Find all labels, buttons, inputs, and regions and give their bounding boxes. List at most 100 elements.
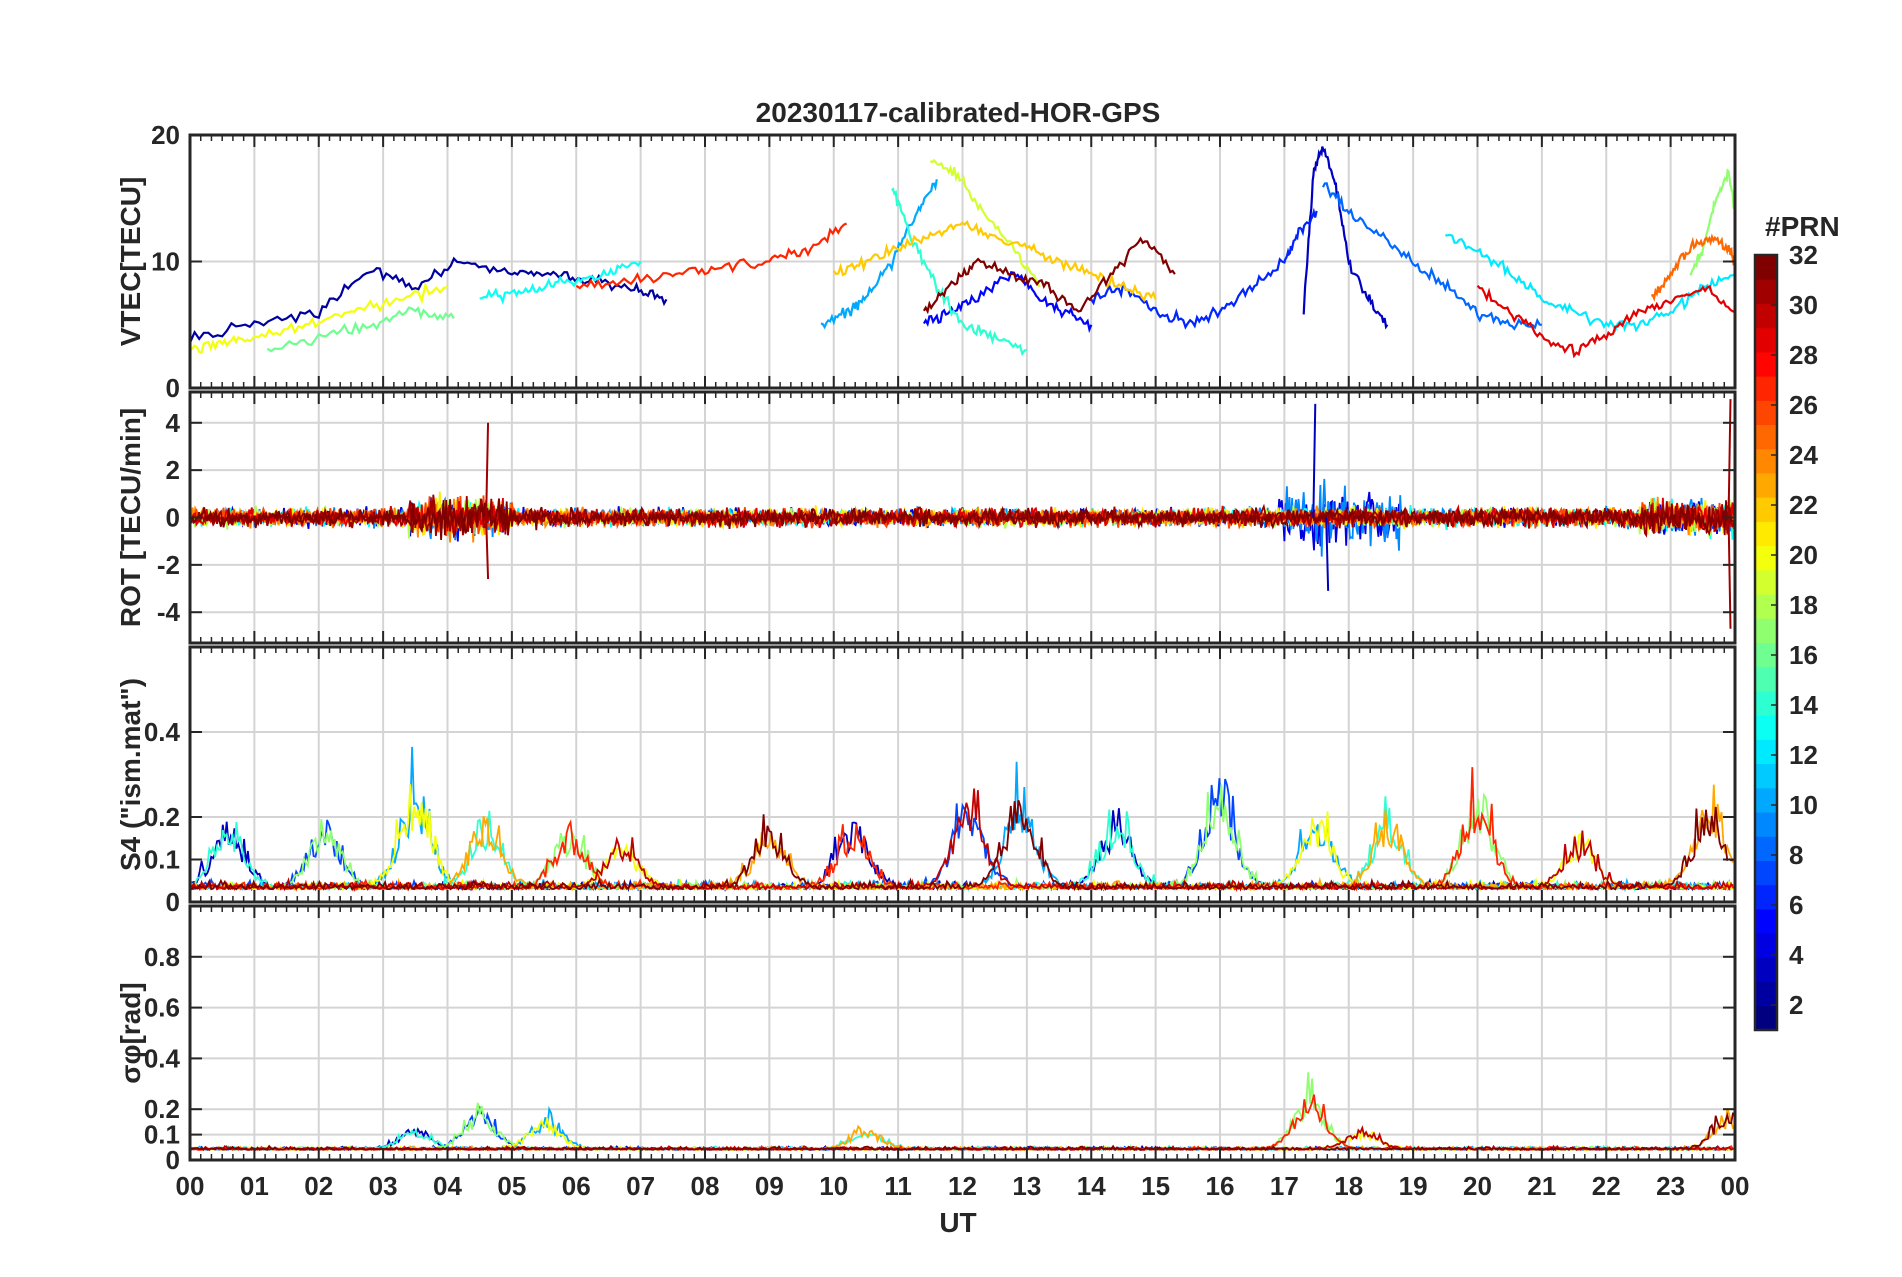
- vtec-series-prn-13: [479, 260, 642, 305]
- x-tick-label: 18: [1334, 1171, 1363, 1201]
- colorbar-tick-label: 12: [1789, 740, 1818, 770]
- colorbar-segment: [1755, 690, 1777, 716]
- vtec-series-prn-14: [891, 187, 1028, 357]
- colorbar-segment: [1755, 860, 1777, 886]
- x-tick-label: 04: [433, 1171, 462, 1201]
- colorbar-tick-label: 4: [1789, 940, 1804, 970]
- vtec-series-prn-29: [1476, 284, 1735, 359]
- colorbar-tick-label: 32: [1789, 240, 1818, 270]
- colorbar-segment: [1755, 666, 1777, 692]
- colorbar-segment: [1755, 933, 1777, 958]
- colorbar-tick-label: 16: [1789, 640, 1818, 670]
- colorbar-tick-label: 24: [1789, 440, 1818, 470]
- x-tick-label: 08: [691, 1171, 720, 1201]
- y-tick-label: 0: [166, 887, 180, 917]
- y-tick-label: 0.4: [144, 1043, 181, 1073]
- colorbar-tick-label: 6: [1789, 890, 1803, 920]
- colorbar-segment: [1755, 400, 1777, 426]
- rot-spike: [1325, 517, 1330, 591]
- vtec-series-prn-27: [575, 222, 848, 290]
- colorbar-tick-label: 26: [1789, 390, 1818, 420]
- colorbar-frame: [1753, 253, 1779, 1032]
- y-tick-label: -2: [157, 550, 180, 580]
- colorbar-label: #PRN: [1765, 211, 1840, 242]
- vtec-series-prn-3: [1302, 146, 1389, 330]
- vtec-series-prn-25: [1651, 233, 1735, 302]
- x-tick-label: 03: [369, 1171, 398, 1201]
- panel-sigma_phi-ylabel: σφ[rad]: [115, 982, 146, 1083]
- x-tick-label: 12: [948, 1171, 977, 1201]
- rot-spike: [1727, 517, 1732, 629]
- colorbar-segment: [1755, 424, 1777, 450]
- colorbar-tick-label: 22: [1789, 490, 1818, 520]
- x-tick-label: 13: [1012, 1171, 1041, 1201]
- rot-spike: [1312, 403, 1317, 518]
- colorbar-tick-label: 18: [1789, 590, 1818, 620]
- x-tick-label: 10: [819, 1171, 848, 1201]
- colorbar-segment: [1755, 763, 1777, 789]
- y-tick-label: 0.8: [144, 942, 180, 972]
- colorbar-segment: [1755, 908, 1777, 934]
- x-tick-label: 14: [1077, 1171, 1106, 1201]
- x-tick-label: 00: [1721, 1171, 1750, 1201]
- y-tick-label: 0.1: [144, 845, 180, 875]
- colorbar-segment: [1755, 1005, 1777, 1031]
- vtec-series-prn-12: [1445, 233, 1735, 333]
- x-tick-label: 05: [497, 1171, 526, 1201]
- x-tick-label: 15: [1141, 1171, 1170, 1201]
- x-tick-label: 22: [1592, 1171, 1621, 1201]
- y-tick-label: -4: [157, 597, 181, 627]
- colorbar-segment: [1755, 739, 1777, 765]
- vtec-series-prn-32: [922, 236, 1176, 315]
- colorbar-segment: [1755, 448, 1777, 474]
- x-tick-label: 02: [304, 1171, 333, 1201]
- x-tick-label: 11: [884, 1171, 912, 1201]
- data-layer: [190, 146, 1735, 1152]
- panel-vtec-ylabel: VTEC[TECU]: [115, 177, 146, 347]
- vtec-series-prn-22: [832, 219, 1157, 303]
- colorbar-segment: [1755, 812, 1777, 837]
- y-tick-label: 0: [166, 1145, 180, 1175]
- colorbar-segment: [1755, 957, 1777, 983]
- colorbar-segment: [1755, 303, 1777, 329]
- colorbar-segment: [1755, 327, 1777, 353]
- x-tick-label: 07: [626, 1171, 655, 1201]
- colorbar-segment: [1755, 642, 1777, 668]
- x-tick-label: 20: [1463, 1171, 1492, 1201]
- panel-rot-data: [190, 399, 1735, 629]
- colorbar-segment: [1755, 884, 1777, 910]
- colorbar-segment: [1755, 376, 1777, 401]
- x-tick-label: 06: [562, 1171, 591, 1201]
- colorbar-segment: [1755, 279, 1777, 304]
- vtec-series-prn-6: [1090, 207, 1318, 330]
- s4-series-prn-32: [190, 800, 1734, 892]
- colorbar-tick-label: 14: [1789, 690, 1818, 720]
- panel-vtec-data: [190, 146, 1735, 359]
- x-axis-label: UT: [939, 1207, 976, 1238]
- x-tick-label: 19: [1399, 1171, 1428, 1201]
- y-tick-label: 0.1: [144, 1120, 180, 1150]
- colorbar-segment: [1755, 255, 1777, 280]
- rot-spike: [1727, 399, 1732, 518]
- y-tick-label: 0.6: [144, 993, 180, 1023]
- x-tick-label: 00: [176, 1171, 205, 1201]
- x-tick-label: 17: [1270, 1171, 1299, 1201]
- panel-s4-ylabel: S4 ("ism.mat"): [115, 678, 146, 871]
- colorbar-segment: [1755, 981, 1777, 1007]
- vtec-series-prn-2: [190, 256, 668, 344]
- colorbar-segment: [1755, 787, 1777, 813]
- colorbar-tick-label: 8: [1789, 840, 1803, 870]
- panel-rot-ylabel: ROT [TECU/min]: [115, 408, 146, 627]
- colorbar-segment: [1755, 351, 1777, 377]
- y-tick-label: 0.2: [144, 802, 180, 832]
- colorbar-segment: [1755, 836, 1777, 861]
- colorbar-segment: [1755, 715, 1777, 740]
- y-tick-label: 0.4: [144, 717, 181, 747]
- chart-title: 20230117-calibrated-HOR-GPS: [756, 97, 1161, 128]
- x-tick-label: 23: [1656, 1171, 1685, 1201]
- colorbar-tick-label: 20: [1789, 540, 1818, 570]
